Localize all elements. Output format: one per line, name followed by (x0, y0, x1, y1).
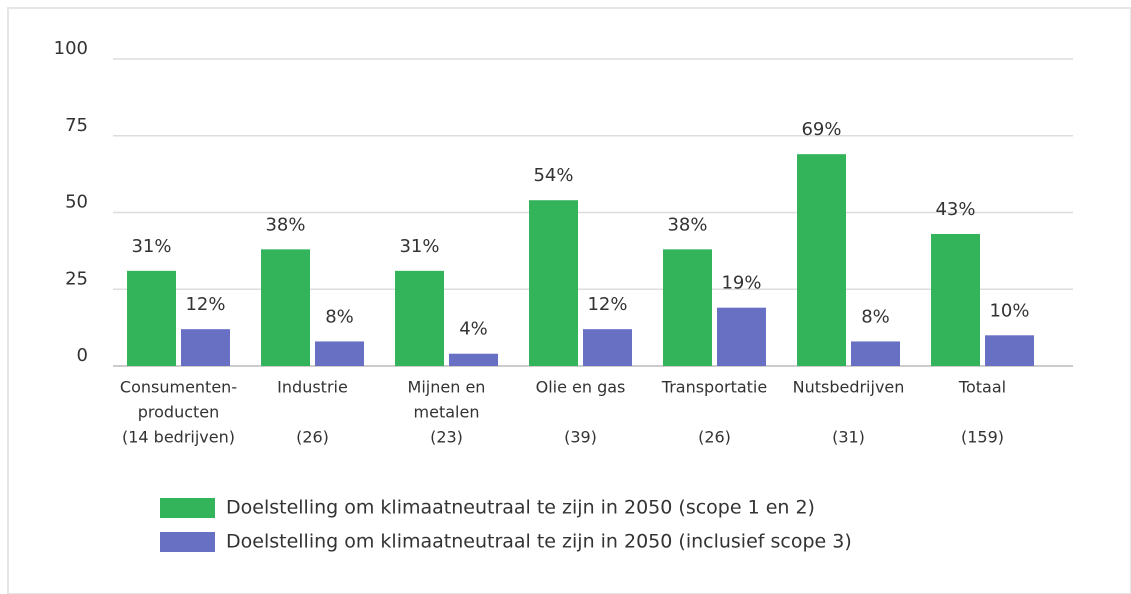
x-tick-label: (159) (961, 428, 1004, 447)
bar (663, 249, 712, 366)
x-tick-label: (23) (430, 428, 463, 447)
bar (127, 270, 176, 366)
bar (181, 329, 230, 366)
data-label: 8% (325, 306, 354, 327)
bar (395, 270, 444, 366)
data-label: 38% (265, 214, 305, 235)
x-tick-label: (26) (698, 428, 731, 447)
x-tick-label: Mijnen en (408, 378, 486, 397)
legend-swatch (160, 498, 215, 518)
data-label: 19% (721, 273, 761, 294)
bar (449, 353, 498, 366)
data-label: 31% (131, 236, 171, 257)
bar (529, 200, 578, 366)
data-label: 4% (459, 319, 488, 340)
x-tick-label: Olie en gas (536, 378, 626, 397)
legend-label: Doelstelling om klimaatneutraal te zijn … (226, 531, 852, 553)
x-tick-label: (14 bedrijven) (122, 428, 235, 447)
bar (315, 341, 364, 366)
legend-swatch (160, 532, 215, 552)
x-tick-label: Consumenten- (120, 378, 237, 397)
y-tick-label: 0 (77, 345, 88, 366)
data-label: 69% (801, 119, 841, 140)
bar (985, 335, 1034, 366)
data-label: 31% (399, 236, 439, 257)
data-label: 12% (587, 294, 627, 315)
y-tick-label: 75 (65, 115, 88, 136)
x-tick-label: (31) (832, 428, 865, 447)
x-tick-label: Totaal (958, 378, 1006, 397)
data-label: 8% (861, 306, 890, 327)
bar (583, 329, 632, 366)
bar (717, 307, 766, 366)
data-label: 10% (989, 300, 1029, 321)
y-tick-label: 25 (65, 268, 88, 289)
bar (797, 154, 846, 366)
x-tick-label: metalen (414, 403, 480, 422)
x-tick-label: (39) (564, 428, 597, 447)
x-tick-label: Transportatie (661, 378, 767, 397)
data-label: 43% (935, 199, 975, 220)
bar (261, 249, 310, 366)
y-tick-label: 50 (65, 192, 88, 213)
legend-label: Doelstelling om klimaatneutraal te zijn … (226, 497, 815, 519)
data-label: 12% (185, 294, 225, 315)
x-tick-label: (26) (296, 428, 329, 447)
y-tick-label: 100 (54, 38, 88, 59)
x-tick-label: Industrie (277, 378, 348, 397)
bar (931, 233, 980, 366)
data-label: 54% (533, 165, 573, 186)
data-label: 38% (667, 214, 707, 235)
x-tick-label: Nutsbedrijven (793, 378, 905, 397)
x-tick-label: producten (138, 403, 220, 422)
bar (851, 341, 900, 366)
